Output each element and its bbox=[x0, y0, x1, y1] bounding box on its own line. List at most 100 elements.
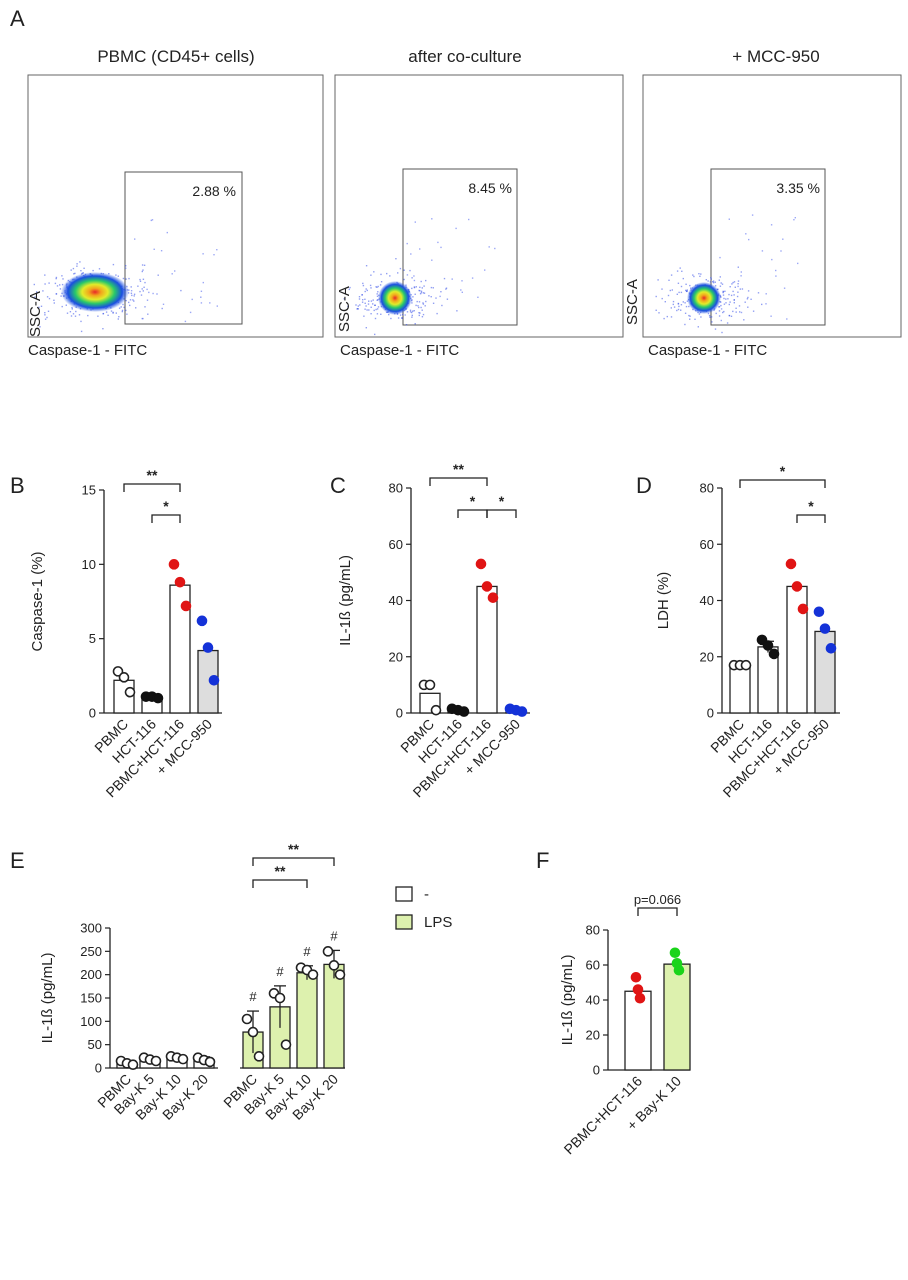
y-tick-label: 15 bbox=[82, 483, 96, 498]
flow-plot-pbmc: PBMC (CD45+ cells) 2.88 % Caspase-1 - FI… bbox=[27, 47, 324, 359]
flow-event-dot bbox=[439, 295, 441, 298]
y-tick-label: 5 bbox=[89, 631, 96, 646]
flow-event-dot bbox=[432, 287, 434, 289]
flow-event-dot bbox=[723, 310, 725, 313]
flow-event-dot bbox=[680, 285, 683, 288]
flow-event-dot bbox=[740, 271, 742, 273]
flow-event-dot bbox=[732, 290, 734, 293]
flow-event-dot bbox=[166, 231, 168, 234]
bar bbox=[729, 664, 751, 714]
data-point bbox=[669, 947, 681, 959]
flow-event-dot bbox=[380, 281, 383, 283]
flow-event-dot bbox=[131, 294, 133, 297]
flow-event-dot bbox=[423, 292, 426, 294]
flow-event-dot bbox=[697, 326, 699, 328]
data-point bbox=[202, 642, 214, 653]
flow-event-dot bbox=[410, 253, 412, 255]
significance-hash: # bbox=[276, 964, 284, 979]
flow-event-dot bbox=[44, 274, 46, 276]
flow-event-dot bbox=[672, 300, 675, 303]
flow-event-dot bbox=[59, 288, 62, 290]
flow-event-dot bbox=[698, 313, 701, 315]
flow-event-dot bbox=[122, 277, 125, 280]
flow-event-dot bbox=[681, 270, 683, 272]
flow-event-dot bbox=[75, 310, 77, 313]
flow-event-dot bbox=[428, 295, 430, 297]
flow-event-dot bbox=[421, 316, 424, 318]
flow-event-dot bbox=[679, 267, 681, 269]
flow-event-dot bbox=[692, 274, 694, 276]
flow-event-dot bbox=[112, 312, 114, 314]
flow-event-dot bbox=[420, 280, 422, 283]
flow-event-dot bbox=[678, 305, 680, 308]
flow-event-dot bbox=[406, 311, 409, 313]
y-tick-label: 40 bbox=[586, 993, 600, 1008]
flow-event-dot bbox=[436, 312, 438, 315]
flow-event-dot bbox=[200, 290, 203, 292]
flow-event-dot bbox=[123, 306, 125, 309]
flow-event-dot bbox=[686, 289, 688, 291]
data-point bbox=[274, 992, 286, 1004]
panel-letter-a: A bbox=[10, 6, 25, 31]
data-point bbox=[475, 558, 487, 570]
flow-event-dot bbox=[780, 250, 782, 252]
significance-hash: # bbox=[249, 989, 257, 1004]
data-point bbox=[813, 606, 825, 618]
flow-event-dot bbox=[160, 250, 163, 252]
y-tick-label: 0 bbox=[95, 1061, 102, 1076]
flow-event-dot bbox=[729, 301, 731, 303]
flow-event-dot bbox=[411, 316, 413, 318]
flow-event-dot bbox=[361, 294, 363, 296]
flow-event-dot bbox=[484, 269, 486, 271]
data-point bbox=[208, 674, 220, 686]
flow-density-cloud bbox=[343, 218, 496, 336]
flow-event-dot bbox=[728, 303, 730, 306]
flow-event-dot bbox=[191, 298, 193, 301]
flow-event-dot bbox=[33, 283, 35, 286]
flow-event-dot bbox=[369, 284, 372, 287]
flow-event-dot bbox=[140, 294, 143, 296]
legend-swatch bbox=[395, 886, 413, 902]
bar bbox=[296, 972, 318, 1069]
flow-event-dot bbox=[97, 315, 99, 317]
flow-event-dot bbox=[685, 305, 688, 308]
flow-event-dot bbox=[431, 259, 433, 261]
flow-event-dot bbox=[376, 308, 379, 310]
flow-event-dot bbox=[775, 269, 777, 272]
significance-label: * bbox=[808, 498, 814, 514]
flow-event-dot bbox=[494, 247, 496, 250]
flow-event-dot bbox=[72, 267, 75, 270]
data-point bbox=[118, 672, 130, 683]
flow-event-dot bbox=[376, 293, 378, 295]
flow-event-dot bbox=[87, 314, 89, 317]
y-tick-label: 150 bbox=[80, 991, 102, 1006]
flow-event-dot bbox=[162, 303, 165, 305]
flow-event-dot bbox=[130, 290, 133, 292]
flow-event-dot bbox=[409, 309, 412, 311]
flow-event-dot bbox=[418, 312, 420, 314]
significance-bracket bbox=[637, 907, 678, 916]
flow-event-dot bbox=[670, 307, 672, 309]
flow-event-dot bbox=[388, 313, 390, 316]
flow-event-dot bbox=[676, 270, 679, 272]
flow-density-cloud bbox=[33, 219, 218, 333]
data-point bbox=[673, 964, 685, 976]
flow-event-dot bbox=[406, 242, 408, 245]
significance-bracket bbox=[252, 879, 308, 888]
flow-event-dot bbox=[72, 313, 75, 315]
flow-event-dot bbox=[731, 283, 733, 285]
flow-event-dot bbox=[357, 308, 359, 310]
flow-event-dot bbox=[141, 288, 143, 290]
flow-event-dot bbox=[143, 264, 146, 266]
flow-event-dot bbox=[44, 312, 46, 314]
flow-event-dot bbox=[370, 274, 372, 276]
flow-event-dot bbox=[414, 293, 416, 295]
flow-event-dot bbox=[74, 272, 76, 275]
flow-gate-label: 2.88 % bbox=[192, 183, 236, 199]
y-tick-label: 80 bbox=[700, 481, 714, 496]
flow-event-dot bbox=[122, 303, 124, 306]
flow-event-dot bbox=[39, 326, 41, 328]
flow-event-dot bbox=[418, 289, 420, 292]
flow-event-dot bbox=[61, 275, 63, 277]
